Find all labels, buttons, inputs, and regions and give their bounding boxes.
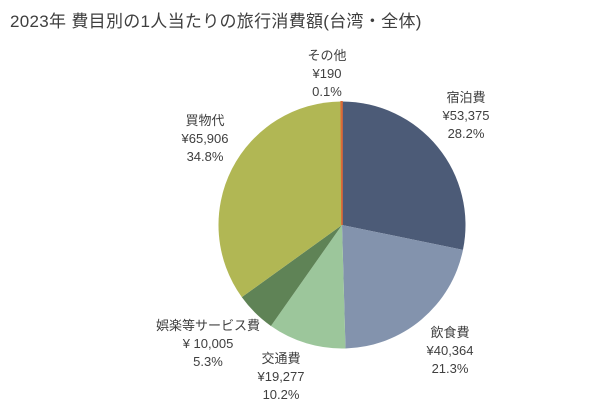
slice-label-name: 交通費: [261, 351, 301, 366]
pie-slice-lodging: [342, 101, 466, 250]
slice-label-name: 飲食費: [430, 325, 470, 340]
slice-label-name: その他: [307, 48, 347, 63]
slice-label-pct: 28.2%: [447, 126, 485, 141]
pie-slice-transport: [270, 225, 346, 349]
pie-slice-shopping: [218, 101, 342, 298]
slice-label-entertainment-services: 娯楽等サービス費 ¥ 10,005 5.3%: [156, 317, 260, 371]
slice-label-pct: 34.8%: [186, 149, 224, 164]
slice-label-other: その他 ¥190 0.1%: [307, 47, 346, 101]
slice-label-shopping: 買物代 ¥65,906 34.8%: [182, 112, 229, 166]
slice-label-pct: 10.2%: [262, 387, 300, 402]
slice-label-value: ¥65,906: [181, 131, 229, 146]
slice-label-value: ¥40,364: [426, 343, 474, 358]
slice-label-value: ¥53,375: [442, 108, 490, 123]
slice-label-value: ¥ 10,005: [182, 336, 234, 351]
slice-label-food-drink: 飲食費 ¥40,364 21.3%: [427, 324, 474, 378]
slice-label-name: 娯楽等サービス費: [155, 318, 261, 333]
slice-label-value: ¥190: [312, 66, 342, 81]
slice-label-value: ¥19,277: [257, 369, 305, 384]
slice-label-pct: 5.3%: [193, 354, 223, 369]
slice-label-pct: 0.1%: [312, 84, 342, 99]
slice-label-transport: 交通費 ¥19,277 10.2%: [258, 350, 305, 404]
slice-label-pct: 21.3%: [431, 361, 469, 376]
pie-chart: [218, 101, 466, 349]
pie-slice-other: [340, 101, 343, 226]
chart-title: 2023年 費目別の1人当たりの旅行消費額(台湾・全体): [10, 12, 422, 31]
slice-label-lodging: 宿泊費 ¥53,375 28.2%: [443, 89, 490, 143]
pie-slice-entertainment-services: [241, 225, 342, 326]
slice-label-name: 買物代: [185, 113, 225, 128]
slice-label-name: 宿泊費: [446, 90, 486, 105]
pie-slice-food-drink: [342, 225, 463, 349]
